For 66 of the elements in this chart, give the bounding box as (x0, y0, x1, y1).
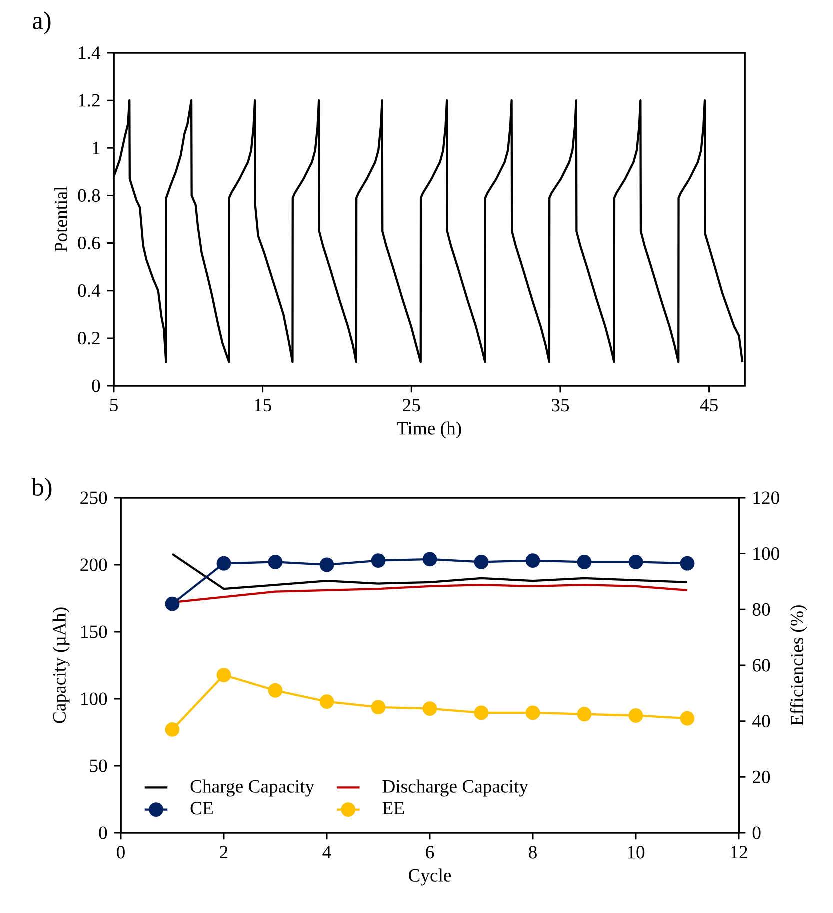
y2-tick-label: 60 (752, 659, 770, 672)
y2-axis-title: Efficiencies (%) (790, 606, 808, 726)
point (577, 555, 592, 570)
point (320, 694, 334, 709)
x-tick-label: 35 (552, 399, 570, 412)
point (422, 552, 438, 567)
point (371, 554, 386, 568)
point (628, 708, 644, 723)
y-tick-label: 50 (90, 760, 108, 772)
x-tick-label: 25 (403, 399, 420, 412)
point (628, 555, 644, 570)
legend-label: Discharge Capacity (382, 780, 528, 797)
text: b) (32, 478, 52, 502)
y-tick-label: 0 (99, 826, 108, 840)
x-tick-label: 4 (322, 846, 332, 858)
x-tick-label: 12 (731, 846, 748, 859)
y-tick-label: 0.4 (78, 284, 101, 298)
y2-tick-label: 40 (752, 715, 770, 728)
y-tick-label: 0 (92, 380, 100, 392)
x-tick-label: 10 (628, 846, 645, 859)
x-tick-label: 6 (426, 846, 434, 859)
text: a) (33, 12, 51, 35)
y-tick-label: 100 (81, 692, 108, 706)
y-axis-title: Potential (54, 186, 68, 252)
x-tick-label: 8 (529, 846, 537, 859)
point (320, 558, 334, 572)
y-tick-label: 150 (81, 626, 108, 638)
y-axis-title: Capacity (µAh) (52, 608, 70, 724)
legend-label: EE (382, 802, 404, 814)
legend-label: Charge Capacity (190, 780, 315, 797)
y-tick-label: 0.2 (78, 332, 100, 345)
point (371, 700, 386, 715)
y2-tick-label: 120 (754, 492, 780, 504)
y-tick-label: 0.8 (78, 189, 100, 202)
point (165, 596, 180, 612)
y-tick-label: 1.4 (79, 46, 101, 60)
point (216, 668, 232, 682)
point (474, 555, 489, 570)
legend-label: CE (190, 802, 213, 815)
x-tick-label: 15 (255, 399, 272, 412)
y2-tick-label: 20 (752, 770, 770, 784)
x-axis-title: Time (h) (397, 422, 462, 439)
x-tick-label: 5 (110, 399, 118, 412)
point (216, 556, 232, 571)
point (268, 555, 283, 570)
y-tick-label: 1.2 (79, 94, 100, 107)
x-tick-label: 0 (117, 846, 125, 859)
x-tick-label: 2 (220, 846, 228, 859)
point (526, 706, 540, 720)
x-axis-title: Cycle (409, 868, 452, 886)
point (474, 706, 489, 720)
point (680, 556, 695, 571)
y2-tick-label: 0 (752, 826, 761, 840)
y-tick-label: 250 (80, 492, 108, 504)
point (577, 707, 592, 722)
x-tick-label: 45 (700, 399, 718, 412)
y-tick-label: 200 (80, 558, 108, 572)
point (680, 711, 695, 726)
point (526, 554, 540, 568)
y-tick-label: 0.6 (78, 236, 100, 250)
y2-tick-label: 100 (754, 548, 780, 560)
point (268, 683, 283, 698)
point (165, 722, 180, 737)
y-tick-label: 1 (93, 142, 100, 154)
y2-tick-label: 80 (752, 603, 770, 616)
point (422, 702, 438, 716)
